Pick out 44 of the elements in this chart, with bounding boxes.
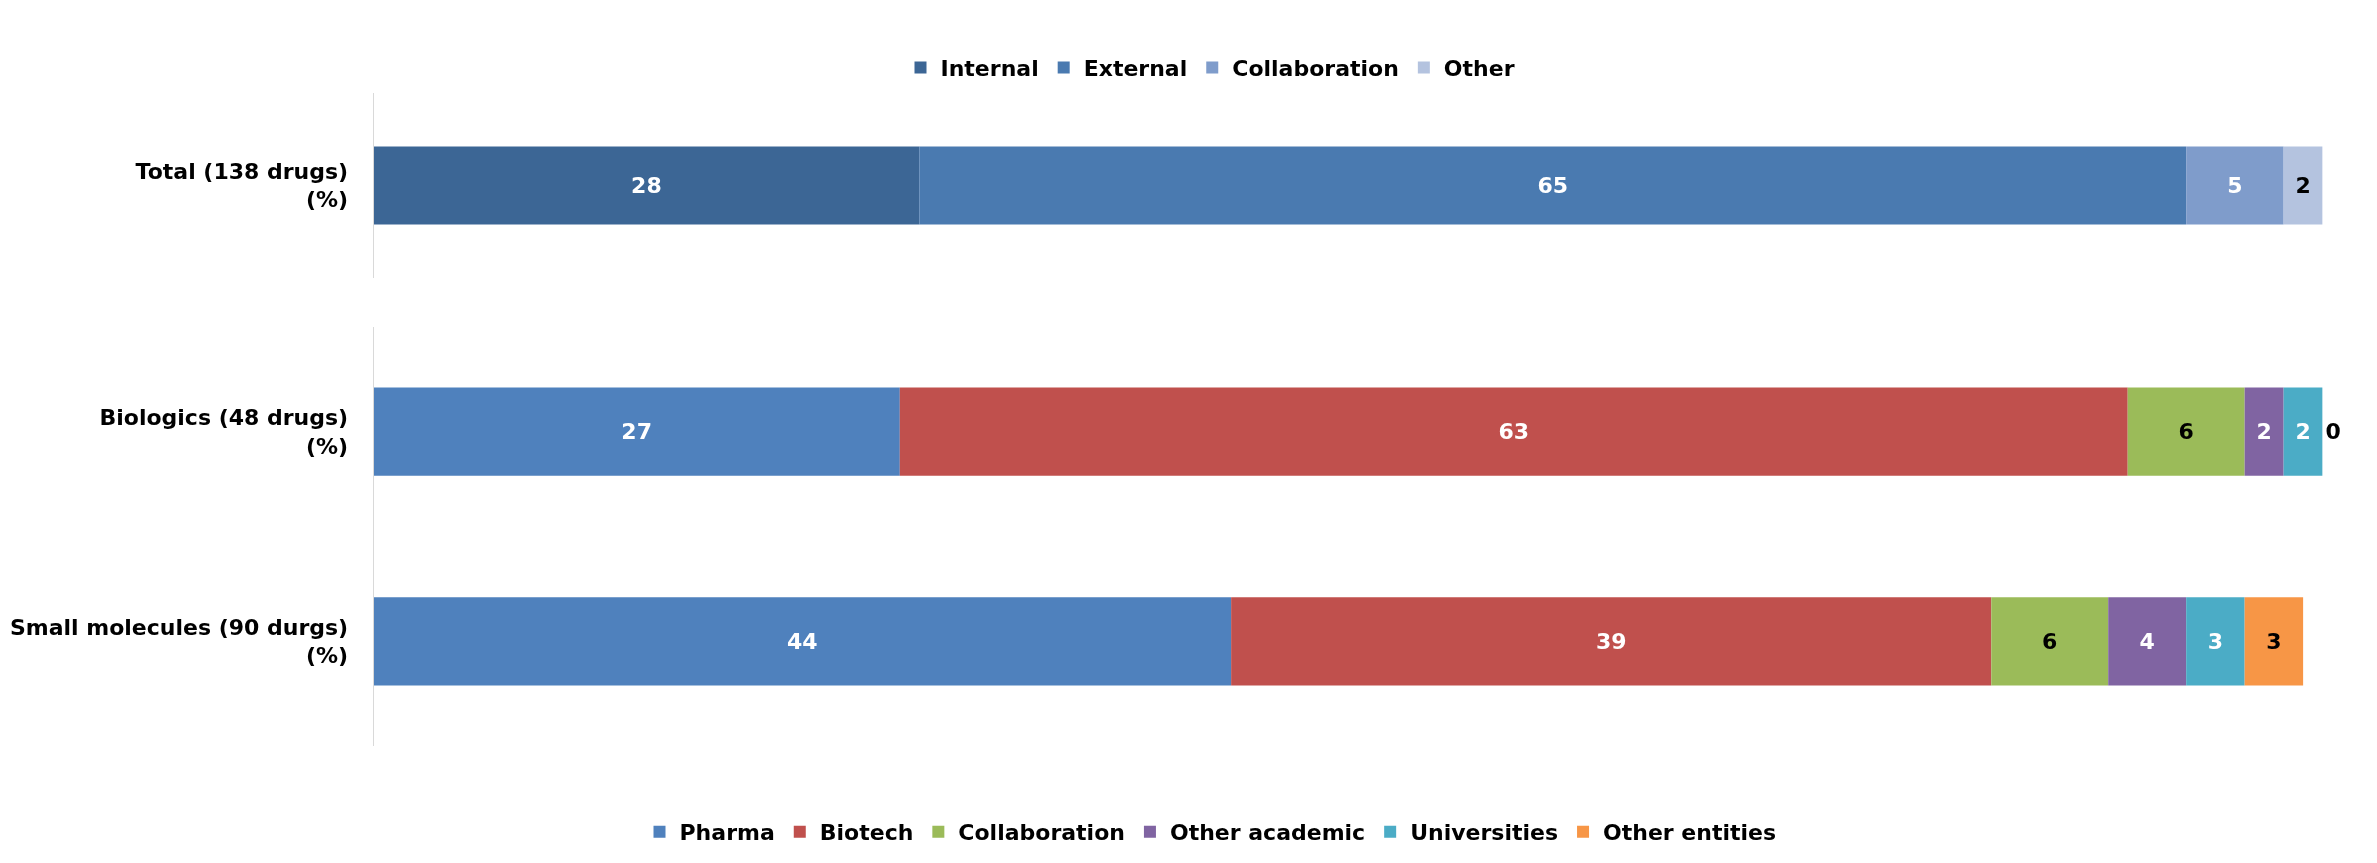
data-label: 6 xyxy=(2178,419,2194,445)
legend-label: External xyxy=(1083,55,1188,81)
bar xyxy=(2244,597,2304,686)
bar xyxy=(899,387,2128,476)
y-tick-label: Total (138 drugs) (%) xyxy=(135,158,349,213)
legend-label: Other entities xyxy=(1603,820,1777,846)
bar xyxy=(1231,597,1992,686)
bar xyxy=(2283,146,2323,225)
bar xyxy=(1991,597,2109,686)
bar xyxy=(2108,597,2187,686)
data-label: 44 xyxy=(787,628,818,654)
bar xyxy=(2283,387,2323,476)
data-label: 4 xyxy=(2139,628,2155,654)
data-label: 5 xyxy=(2227,172,2243,198)
data-label: 0 xyxy=(2325,419,2341,445)
data-label: 27 xyxy=(621,419,652,445)
bar xyxy=(919,146,2187,225)
data-label: 3 xyxy=(2207,628,2224,654)
y-tick-label: Small molecules (90 durgs) (%) xyxy=(9,614,349,669)
bar xyxy=(2186,146,2284,225)
bar xyxy=(2127,387,2245,476)
data-label: 2 xyxy=(2295,172,2311,198)
legend-label: Collaboration xyxy=(1232,55,1399,81)
bar xyxy=(2186,597,2245,686)
data-label: 2 xyxy=(2256,419,2272,445)
legend-label: Other xyxy=(1443,55,1515,81)
bar xyxy=(373,597,1232,686)
legend-label: Collaboration xyxy=(958,820,1125,846)
bar xyxy=(373,146,920,225)
legend-label: Other academic xyxy=(1169,820,1366,846)
data-label: 2 xyxy=(2295,419,2311,445)
data-label: 3 xyxy=(2266,628,2282,654)
data-label: 6 xyxy=(2042,628,2058,654)
bar xyxy=(373,387,900,476)
data-label: 63 xyxy=(1498,419,1530,445)
legend-label: Pharma xyxy=(679,820,775,846)
bar xyxy=(2244,387,2284,476)
data-label: 28 xyxy=(631,172,662,198)
legend-label: Internal xyxy=(940,55,1039,81)
data-label: 39 xyxy=(1595,628,1627,654)
legend-label: Biotech xyxy=(819,820,914,846)
legend-label: Universities xyxy=(1410,820,1559,846)
data-label: 65 xyxy=(1537,172,1569,198)
y-tick-label: Biologics (48 drugs) (%) xyxy=(99,404,349,459)
